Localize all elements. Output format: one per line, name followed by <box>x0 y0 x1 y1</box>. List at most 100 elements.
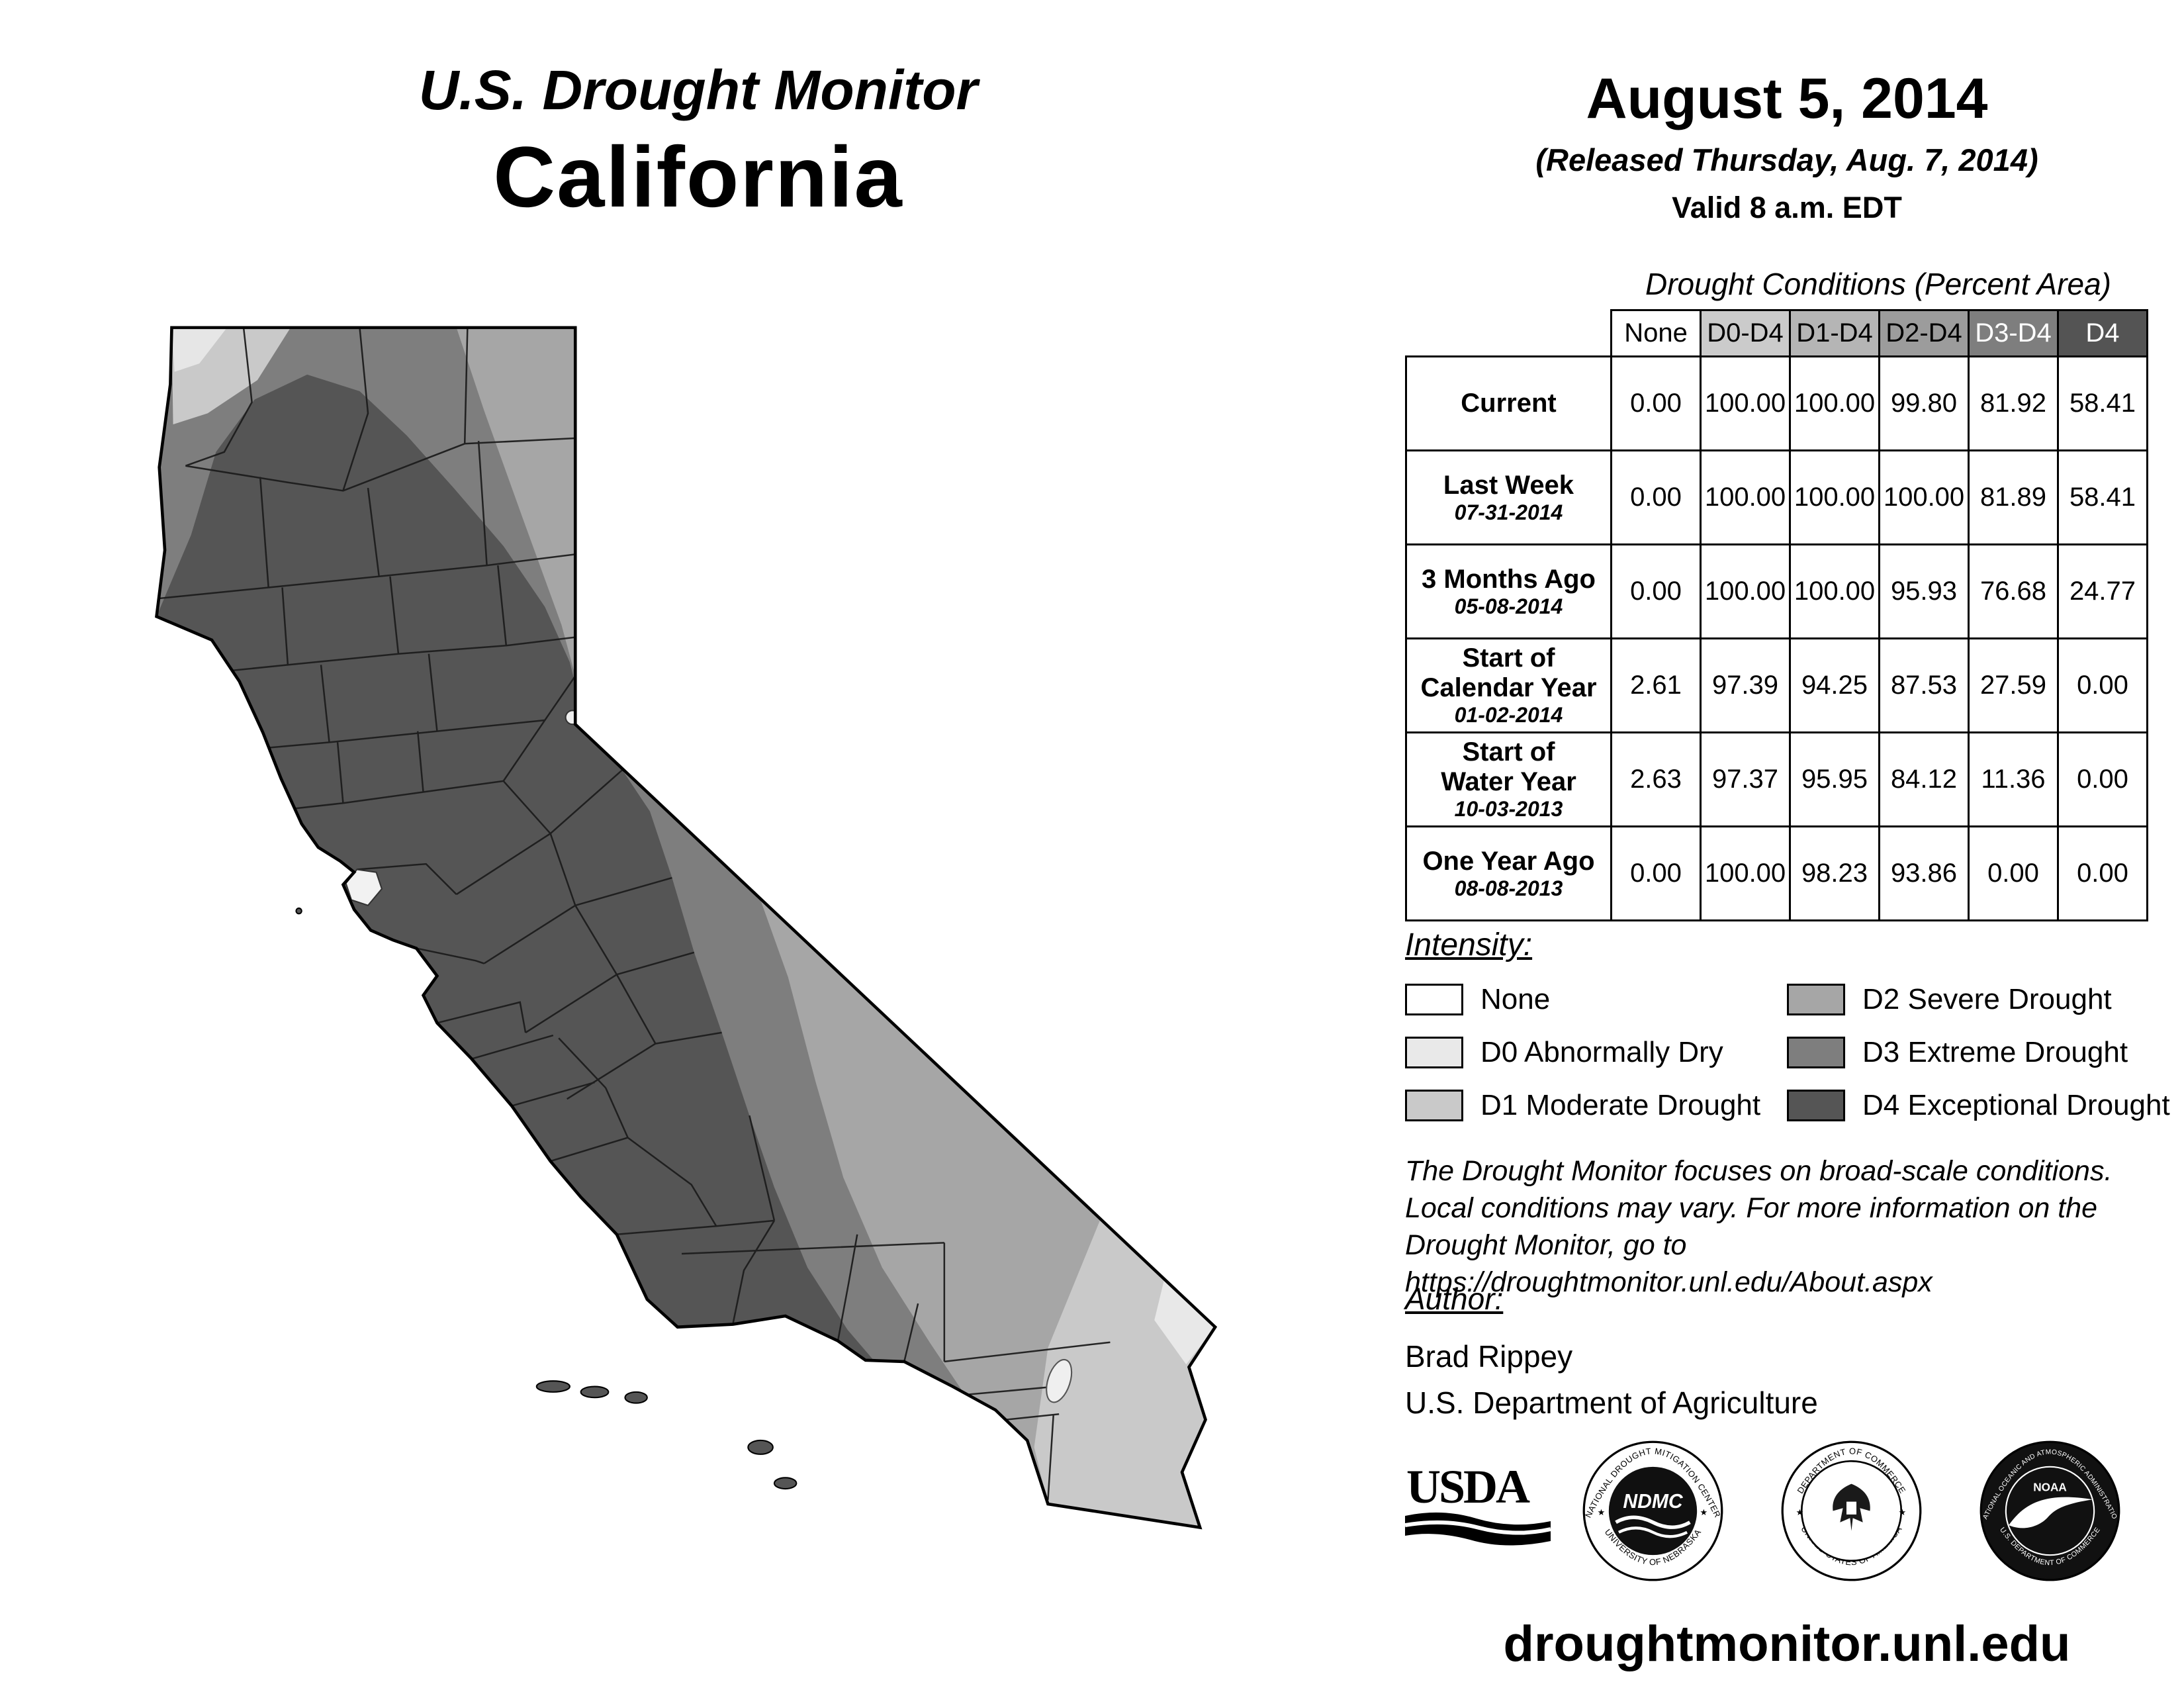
table-cell: 93.86 <box>1878 825 1970 921</box>
ndmc-logo-text: NDMC <box>1623 1491 1684 1513</box>
col-header-d2-d4: D2-D4 <box>1878 309 1970 357</box>
table-cell: 84.12 <box>1878 731 1970 827</box>
commerce-seal: DEPARTMENT OF COMMERCE UNITED STATES OF … <box>1780 1440 1923 1582</box>
table-cell: 0.00 <box>1610 355 1702 451</box>
svg-text:★: ★ <box>1700 1507 1707 1517</box>
table-row-last-week: Last Week 07-31-2014 0.00 100.00 100.00 … <box>1405 449 2148 545</box>
table-row-one-year-ago: One Year Ago 08-08-2013 0.00 100.00 98.2… <box>1405 825 2148 921</box>
table-cell: 27.59 <box>1968 637 2059 733</box>
col-header-d0-d4: D0-D4 <box>1700 309 1791 357</box>
lake-tahoe <box>565 710 580 726</box>
table-cell: 0.00 <box>1968 825 2059 921</box>
svg-text:★: ★ <box>1796 1507 1804 1517</box>
col-header-d1-d4: D1-D4 <box>1789 309 1880 357</box>
row-label: Start of <box>1462 737 1555 767</box>
row-sublabel: 07-31-2014 <box>1454 500 1563 524</box>
table-cell: 11.36 <box>1968 731 2059 827</box>
row-label-cell: Current <box>1405 355 1612 451</box>
table-cell: 58.41 <box>2057 449 2148 545</box>
row-label-cell: One Year Ago 08-08-2013 <box>1405 825 1612 921</box>
legend-swatch-d4 <box>1787 1090 1845 1121</box>
table-cell: 98.23 <box>1789 825 1880 921</box>
d4-region <box>156 374 1048 1505</box>
legend-item-d2: D2 Severe Drought <box>1787 973 2170 1026</box>
map-container <box>134 314 1243 1613</box>
table-title: Drought Conditions (Percent Area) <box>1645 267 2111 301</box>
legend-swatch-none <box>1405 984 1463 1015</box>
legend-item-d1: D1 Moderate Drought <box>1405 1079 1760 1132</box>
row-label: 3 Months Ago <box>1422 564 1596 594</box>
author-org: U.S. Department of Agriculture <box>1405 1385 1818 1420</box>
d0-region-northwest <box>171 327 228 372</box>
legend-label: D4 Exceptional Drought <box>1862 1089 2170 1121</box>
d0-region-east <box>1154 1274 1216 1365</box>
legend-label: D0 Abnormally Dry <box>1480 1036 1723 1068</box>
svg-text:★: ★ <box>1598 1507 1606 1517</box>
legend-swatch-d1 <box>1405 1090 1463 1121</box>
legend-swatch-d3 <box>1787 1037 1845 1068</box>
table-cell: 0.00 <box>2057 731 2148 827</box>
table-cell: 81.92 <box>1968 355 2059 451</box>
disclaimer-line: Drought Monitor, go to https://droughtmo… <box>1405 1229 1933 1298</box>
usda-logo-text: USDA <box>1406 1460 1530 1513</box>
table-cell: 0.00 <box>2057 825 2148 921</box>
table-cell: 100.00 <box>1789 449 1880 545</box>
table-corner <box>1406 310 1612 357</box>
col-header-d4: D4 <box>2057 309 2148 357</box>
channel-islands <box>295 907 797 1490</box>
noaa-logo: NATIONAL OCEANIC AND ATMOSPHERIC ADMINIS… <box>1976 1434 2121 1582</box>
row-label: Last Week <box>1443 470 1574 500</box>
table-cell: 81.89 <box>1968 449 2059 545</box>
col-header-d3-d4: D3-D4 <box>1968 309 2059 357</box>
table-cell: 97.39 <box>1700 637 1791 733</box>
usda-logo: USDA <box>1404 1456 1551 1566</box>
noaa-logo-text: NOAA <box>2033 1480 2067 1493</box>
table-cell: 95.95 <box>1789 731 1880 827</box>
table-cell: 0.00 <box>1610 543 1702 639</box>
author-title: Author: <box>1405 1282 1504 1316</box>
table-cell: 100.00 <box>1700 355 1791 451</box>
salton-sea <box>1046 1358 1073 1403</box>
legend-item-none: None <box>1405 973 1760 1026</box>
table-cell: 95.93 <box>1878 543 1970 639</box>
table-cell: 100.00 <box>1789 355 1880 451</box>
table-row-3-months-ago: 3 Months Ago 05-08-2014 0.00 100.00 100.… <box>1405 543 2148 639</box>
table-cell: 2.63 <box>1610 731 1702 827</box>
row-label-cell: 3 Months Ago 05-08-2014 <box>1405 543 1612 639</box>
row-label: Start of <box>1462 643 1555 673</box>
legend-item-d4: D4 Exceptional Drought <box>1787 1079 2170 1132</box>
table-cell: 100.00 <box>1700 825 1791 921</box>
table-cell: 94.25 <box>1789 637 1880 733</box>
row-sublabel: 01-02-2014 <box>1454 702 1563 727</box>
table-row-current: Current 0.00 100.00 100.00 99.80 81.92 5… <box>1405 355 2148 451</box>
row-sublabel: 08-08-2013 <box>1454 876 1563 900</box>
row-label-cell: Last Week 07-31-2014 <box>1405 449 1612 545</box>
footer-url: droughtmonitor.unl.edu <box>1503 1616 2071 1672</box>
row-sublabel: 05-08-2014 <box>1454 594 1563 618</box>
legend-swatch-d2 <box>1787 984 1845 1015</box>
disclaimer-line: Local conditions may vary. For more info… <box>1405 1192 2098 1224</box>
table-cell: 100.00 <box>1700 543 1791 639</box>
legend-label: D2 Severe Drought <box>1862 983 2112 1015</box>
drought-conditions-table: None D0-D4 D1-D4 D2-D4 D3-D4 D4 Current … <box>1405 309 2148 921</box>
svg-text:★: ★ <box>1898 1507 1906 1517</box>
ndmc-logo: NATIONAL DROUGHT MITIGATION CENTER UNIVE… <box>1582 1440 1724 1582</box>
valid-time: Valid 8 a.m. EDT <box>1672 191 1902 224</box>
map-title: U.S. Drought Monitor <box>418 59 978 121</box>
disclaimer-line: The Drought Monitor focuses on broad-sca… <box>1405 1155 2113 1187</box>
table-cell: 58.41 <box>2057 355 2148 451</box>
legend-column-left: None D0 Abnormally Dry D1 Moderate Droug… <box>1405 973 1760 1132</box>
table-cell: 87.53 <box>1878 637 1970 733</box>
author-name: Brad Rippey <box>1405 1339 1573 1374</box>
released-date: (Released Thursday, Aug. 7, 2014) <box>1535 142 2038 177</box>
table-cell: 100.00 <box>1789 543 1880 639</box>
legend-column-right: D2 Severe Drought D3 Extreme Drought D4 … <box>1787 973 2170 1132</box>
row-label-cell: Start of Water Year 10-03-2013 <box>1405 731 1612 827</box>
legend-label: D3 Extreme Drought <box>1862 1036 2128 1068</box>
table-cell: 24.77 <box>2057 543 2148 639</box>
legend-swatch-d0 <box>1405 1037 1463 1068</box>
table-cell: 97.37 <box>1700 731 1791 827</box>
report-date: August 5, 2014 <box>1586 67 1988 130</box>
legend-label: None <box>1480 983 1551 1015</box>
